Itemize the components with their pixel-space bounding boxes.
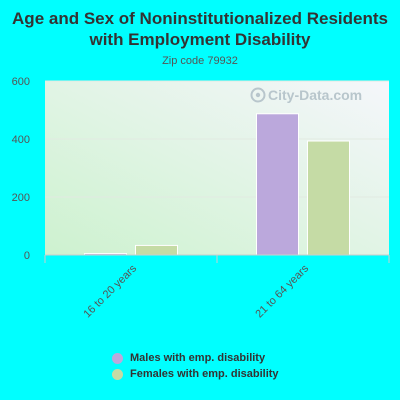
y-tick-label: 400 [12, 134, 30, 146]
watermark-text: City-Data.com [268, 87, 362, 103]
bar-males-2 [256, 113, 299, 256]
y-tick-label: 0 [24, 250, 30, 262]
legend-item-males: Males with emp. disability [112, 350, 279, 366]
chart-subtitle: Zip code 79932 [162, 55, 238, 67]
legend-label-females: Females with emp. disability [130, 368, 279, 380]
legend-swatch-males [112, 352, 123, 364]
chart-title: Age and Sex of Noninstitutionalized Resi… [12, 9, 388, 49]
bar-females-1 [135, 244, 178, 256]
x-tick-label: 16 to 20 years [81, 262, 139, 320]
y-tick-label: 200 [12, 192, 30, 204]
legend: Males with emp. disability Females with … [112, 350, 279, 382]
legend-label-males: Males with emp. disability [130, 352, 266, 364]
x-tick-label: 21 to 64 years [253, 262, 311, 320]
y-tick-label: 600 [12, 76, 30, 88]
watermark: City-Data.com [250, 87, 362, 103]
legend-swatch-females [112, 368, 123, 380]
bar-females-2 [307, 140, 350, 256]
legend-item-females: Females with emp. disability [112, 366, 279, 382]
